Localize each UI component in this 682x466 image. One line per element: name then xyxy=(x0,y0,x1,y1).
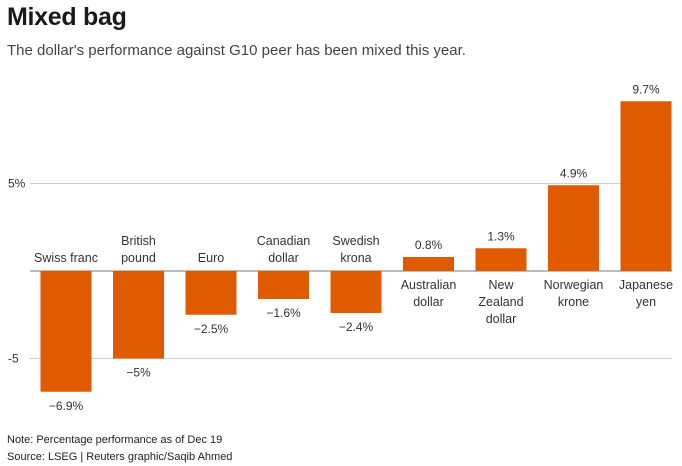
category-label: Australian dollar xyxy=(401,278,457,309)
bar-layer xyxy=(40,101,672,392)
chart-source: Source: LSEG | Reuters graphic/Saqib Ahm… xyxy=(7,451,233,463)
bar xyxy=(620,101,672,271)
category-label: Swiss franc xyxy=(34,251,98,265)
chart-title: Mixed bag xyxy=(7,3,127,31)
bar xyxy=(258,271,309,299)
bar xyxy=(185,271,237,315)
category-label: Japanese yen xyxy=(619,278,673,309)
category-label: Euro xyxy=(198,251,224,265)
bar xyxy=(113,271,164,359)
chart-note: Note: Percentage performance as of Dec 1… xyxy=(7,434,223,446)
category-label: British pound xyxy=(121,234,156,265)
y-tick-label: -5 xyxy=(8,352,19,366)
category-label: Canadian dollar xyxy=(257,234,311,265)
bar xyxy=(548,185,599,271)
data-label: 9.7% xyxy=(632,82,660,96)
category-label: Norwegian krone xyxy=(544,278,604,309)
data-label: −6.9% xyxy=(49,399,84,413)
y-tick-label: 5% xyxy=(8,177,26,191)
data-label: −5% xyxy=(126,366,151,380)
bar xyxy=(403,257,454,271)
bar xyxy=(330,271,382,313)
bar xyxy=(475,248,527,271)
category-label: New Zealand dollar xyxy=(478,278,523,326)
data-label: −1.6% xyxy=(266,306,301,320)
label-layer: −6.9% Swiss franc −5% British pound −2.5% Euro… xyxy=(34,82,673,413)
bar xyxy=(40,271,92,392)
chart-subtitle: The dollar's performance against G10 pee… xyxy=(7,42,466,59)
category-label: Swedish krona xyxy=(332,234,379,265)
data-label: −2.4% xyxy=(339,320,374,334)
data-label: 1.3% xyxy=(487,229,515,243)
data-label: 4.9% xyxy=(560,166,588,180)
data-label: 0.8% xyxy=(415,238,443,252)
data-label: −2.5% xyxy=(194,322,229,336)
